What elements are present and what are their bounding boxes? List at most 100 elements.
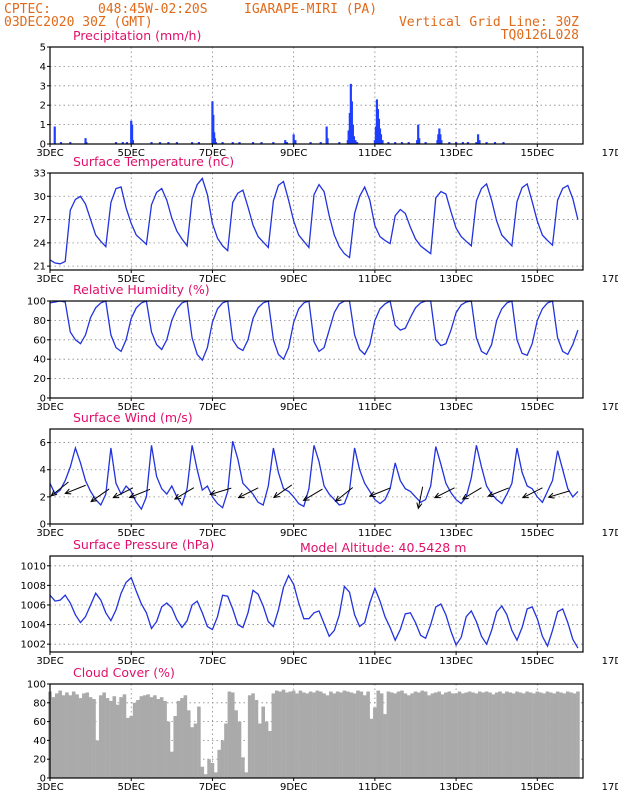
panel-frame bbox=[49, 46, 584, 145]
data-bar bbox=[126, 717, 130, 778]
wind-vector-arrow bbox=[50, 481, 69, 497]
data-bar bbox=[542, 693, 546, 778]
panels-group: 0 1 2 3 4 5 3DEC 5DEC 7DEC 9DEC 11DEC 13DEC 15DEC 17D… bbox=[21, 28, 618, 793]
data-bar bbox=[142, 695, 147, 778]
data-bar bbox=[410, 693, 414, 778]
panel-3: 0 20 40 60 80 100 3DEC 5DEC 7DEC 9DEC 11DEC 13DEC 15… bbox=[27, 282, 618, 413]
data-bar bbox=[379, 693, 384, 778]
y-tick-label: 0 bbox=[40, 520, 46, 531]
data-bar bbox=[349, 692, 353, 778]
data-bar bbox=[88, 697, 93, 778]
data-bar bbox=[400, 142, 404, 144]
data-bar bbox=[485, 142, 488, 144]
data-bar bbox=[251, 693, 255, 778]
data-bar bbox=[58, 690, 62, 778]
data-bar bbox=[325, 695, 330, 778]
data-bar bbox=[338, 142, 341, 144]
data-bar bbox=[424, 142, 427, 144]
data-bar bbox=[351, 124, 354, 144]
data-bar bbox=[214, 772, 218, 778]
data-bar bbox=[207, 759, 211, 778]
data-bar bbox=[562, 693, 567, 778]
x-tick-label: 9DEC bbox=[280, 782, 307, 793]
data-bar bbox=[139, 696, 144, 778]
y-tick-label: 1008 bbox=[21, 581, 46, 592]
data-bar bbox=[525, 691, 529, 778]
data-bar bbox=[193, 723, 198, 778]
data-bar bbox=[572, 693, 577, 778]
y-tick-label: 40 bbox=[33, 355, 46, 366]
y-tick-label: 4 bbox=[40, 62, 46, 73]
data-bar bbox=[461, 142, 464, 144]
data-bar bbox=[359, 691, 364, 778]
data-bar bbox=[180, 698, 184, 778]
panel-title: Cloud Cover (%) bbox=[73, 665, 175, 680]
y-tick-label: 24 bbox=[33, 238, 46, 249]
data-bar bbox=[322, 693, 326, 778]
x-tick-label: 5DEC bbox=[118, 656, 145, 667]
data-bar bbox=[417, 124, 420, 144]
x-tick-label: 3DEC bbox=[36, 656, 63, 667]
data-bar bbox=[454, 693, 458, 778]
data-bar bbox=[238, 142, 241, 144]
data-bar bbox=[176, 700, 181, 778]
data-bar bbox=[234, 710, 238, 778]
header-code: TQ0126L028 bbox=[501, 28, 579, 43]
wind-vector-arrow bbox=[90, 488, 110, 503]
y-tick-label: 21 bbox=[33, 262, 46, 273]
data-bar bbox=[565, 691, 570, 778]
x-tick-label: 15DEC bbox=[520, 148, 554, 159]
x-tick-label: 17DEC bbox=[602, 656, 618, 667]
y-tick-label: 80 bbox=[33, 316, 46, 327]
data-bar bbox=[325, 126, 328, 144]
data-bar bbox=[518, 692, 523, 778]
x-tick-label: 7DEC bbox=[199, 656, 226, 667]
data-bar bbox=[85, 142, 88, 144]
data-line bbox=[49, 299, 579, 362]
panel-2: 21 24 27 30 33 3DEC 5DEC 7DEC 9DEC 11DEC 13DEC 15DE… bbox=[33, 154, 618, 285]
data-bar bbox=[121, 142, 124, 144]
data-bar bbox=[203, 774, 208, 778]
x-tick-label: 17DEC bbox=[602, 782, 618, 793]
x-tick-label: 5DEC bbox=[118, 528, 145, 539]
data-bar bbox=[440, 694, 445, 778]
x-tick-label: 7DEC bbox=[199, 782, 226, 793]
y-tick-label: 20 bbox=[33, 374, 46, 385]
data-bar bbox=[163, 700, 167, 778]
data-bar bbox=[552, 693, 557, 778]
data-bar bbox=[505, 691, 509, 778]
x-tick-label: 9DEC bbox=[280, 274, 307, 285]
data-bar bbox=[488, 692, 492, 778]
data-bar bbox=[362, 695, 367, 778]
data-bar bbox=[439, 134, 442, 144]
data-bar bbox=[352, 136, 355, 144]
model-altitude-label: Model Altitude: 40.5428 m bbox=[300, 540, 466, 555]
data-bar bbox=[535, 691, 540, 778]
y-tick-label: 1004 bbox=[21, 620, 46, 631]
data-bar bbox=[221, 142, 224, 144]
data-bar bbox=[454, 142, 458, 144]
data-bar bbox=[125, 142, 129, 144]
data-bar bbox=[295, 693, 299, 778]
data-bar bbox=[278, 691, 282, 778]
data-bar bbox=[71, 691, 76, 778]
y-tick-label: 100 bbox=[27, 680, 46, 691]
data-bar bbox=[427, 695, 431, 778]
x-tick-label: 5DEC bbox=[118, 782, 145, 793]
x-tick-label: 15DEC bbox=[520, 656, 554, 667]
x-tick-label: 3DEC bbox=[36, 528, 63, 539]
header-location: 048:45W-02:20S bbox=[98, 2, 208, 17]
x-tick-label: 3DEC bbox=[36, 782, 63, 793]
data-bar bbox=[119, 697, 123, 778]
y-tick-label: 4 bbox=[40, 465, 46, 476]
data-bar bbox=[339, 692, 343, 778]
data-bar bbox=[251, 142, 255, 144]
data-bar bbox=[214, 142, 217, 144]
y-tick-label: 0 bbox=[40, 140, 46, 151]
data-bar bbox=[423, 691, 428, 778]
y-tick-label: 60 bbox=[33, 717, 46, 728]
x-tick-label: 13DEC bbox=[439, 656, 473, 667]
y-tick-label: 1006 bbox=[21, 600, 46, 611]
data-bar bbox=[305, 693, 309, 778]
y-tick-label: 80 bbox=[33, 698, 46, 709]
